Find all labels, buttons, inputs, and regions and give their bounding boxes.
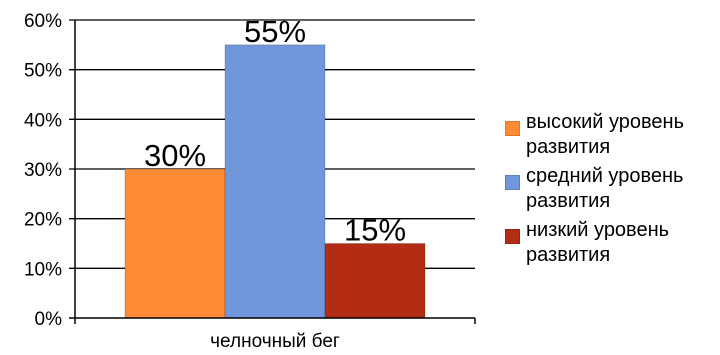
legend: высокий уровень развития средний уровень … (505, 110, 720, 272)
legend-item-3: низкий уровень развития (505, 218, 720, 268)
bars (124, 44, 426, 319)
y-axis-ticks: 0% 10% 20% 30% 40% 50% 60% (24, 11, 62, 330)
y-tick-label: 30% (24, 160, 62, 181)
y-tick-label: 40% (24, 110, 62, 131)
legend-label: высокий уровень развития (526, 111, 685, 158)
x-axis-category-label: челночный бег (210, 331, 340, 352)
legend-swatch (505, 121, 520, 136)
bar-1 (124, 168, 226, 319)
data-label-2: 55% (244, 14, 306, 49)
legend-label: низкий уровень развития (526, 219, 670, 266)
y-tick-label: 50% (24, 61, 62, 82)
data-labels: 30% 55% 15% (144, 14, 406, 248)
y-tick-label: 10% (24, 259, 62, 280)
legend-swatch (505, 175, 520, 190)
legend-item-2: средний уровень развития (505, 164, 720, 214)
legend-swatch (505, 229, 520, 244)
y-tick-label: 60% (24, 11, 62, 32)
y-tick-label: 0% (35, 309, 63, 330)
legend-item-1: высокий уровень развития (505, 110, 720, 160)
bar-2 (224, 44, 326, 319)
data-label-3: 15% (344, 213, 406, 248)
data-label-1: 30% (144, 138, 206, 173)
y-tick-label: 20% (24, 210, 62, 231)
legend-label: средний уровень развития (526, 165, 684, 212)
axes (69, 20, 476, 324)
bar-3 (324, 243, 426, 319)
